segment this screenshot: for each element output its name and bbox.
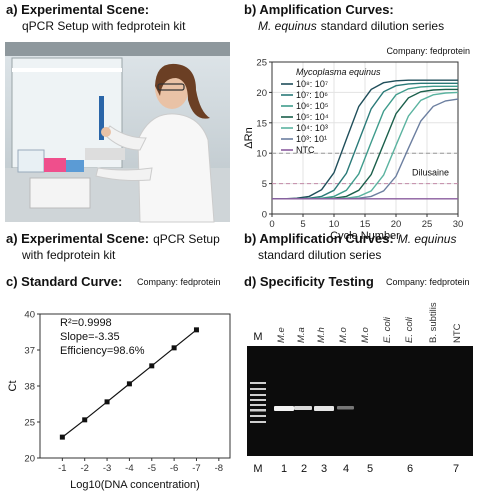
panel-subtitle: M. equinus standard dilution series — [258, 19, 444, 33]
caption: b) Amplification Curves: M. equinus — [244, 231, 456, 246]
x-tick-label: -7 — [192, 463, 200, 474]
lane-label: NTC — [452, 323, 463, 343]
subtitle-text: standard dilution series — [321, 19, 444, 33]
amplification-curve — [272, 79, 458, 200]
lane-label: M.h — [316, 327, 327, 343]
legend-title: Mycoplasma equinus — [296, 67, 381, 77]
annotation: R²=0.9998 — [60, 317, 112, 329]
lane-label: M — [253, 331, 262, 343]
lane-label: M.o — [338, 327, 349, 343]
caption-title: a) Experimental Scene: — [6, 231, 149, 246]
lane-number: 3 — [321, 463, 327, 475]
x-tick-label: 5 — [300, 219, 305, 230]
y-tick-label: 20 — [24, 454, 35, 465]
y-tick-label: 40 — [24, 310, 35, 321]
y-tick-label: 0 — [262, 210, 267, 221]
plot-frame — [271, 61, 459, 215]
y-tick-label: 10 — [256, 149, 267, 160]
data-point — [104, 399, 110, 405]
y-axis-label: ΔRn — [243, 127, 255, 148]
lab-photo — [5, 42, 230, 223]
lane-number: 6 — [407, 463, 413, 475]
company: Company: fedprotein — [386, 46, 470, 56]
y-tick-label: 5 — [262, 179, 267, 190]
caption-text: standard dilution series — [258, 248, 381, 262]
gel-band — [314, 406, 334, 411]
gel-band — [274, 406, 294, 411]
y-tick-label: 15 — [256, 118, 267, 129]
company: Company: fedprotein — [386, 277, 470, 287]
ladder — [250, 382, 266, 423]
subtitle-species: M. equinus — [258, 19, 317, 33]
x-tick-label: 20 — [391, 219, 402, 230]
lane-number: 1 — [281, 463, 287, 475]
data-point — [82, 417, 88, 423]
data-point — [59, 434, 65, 440]
panel-title: c) Standard Curve: — [6, 274, 122, 289]
lane-label: M.e — [276, 327, 287, 343]
panel-title: d) Specificity Testing — [244, 274, 374, 289]
x-tick-label: 30 — [453, 219, 464, 230]
legend-label: NTC — [296, 145, 315, 155]
lane-label: E. coli — [382, 316, 393, 343]
y-axis-label: Ct — [7, 381, 19, 392]
lane-label: M.a — [296, 327, 307, 343]
data-point — [126, 381, 132, 387]
legend-label: 10³: 10¹ — [296, 134, 327, 144]
x-tick-label: 25 — [422, 219, 433, 230]
lane-number: 7 — [453, 463, 459, 475]
annotation: Efficiency=98.6% — [60, 345, 145, 357]
annotation: Dilusaine — [412, 168, 449, 178]
x-tick-label: -5 — [148, 463, 156, 474]
gel-band — [294, 406, 312, 410]
panel-title: a) Experimental Scene: — [6, 2, 149, 17]
plot-frame — [39, 313, 231, 459]
x-tick-label: 15 — [360, 219, 371, 230]
data-point — [171, 345, 177, 351]
annotation: Slope=-3.35 — [60, 331, 120, 343]
x-tick-label: -3 — [103, 463, 111, 474]
company: Company: fedprotein — [137, 277, 221, 287]
x-tick-label: -2 — [80, 463, 88, 474]
y-tick-label: 37 — [24, 346, 35, 357]
legend-label: 10⁶: 10⁵ — [296, 101, 329, 111]
legend-label: 10⁸: 10⁷ — [296, 79, 328, 89]
legend-label: 10⁵: 10⁴ — [296, 112, 329, 122]
legend-label: 10⁴: 10³ — [296, 123, 328, 133]
gel — [247, 346, 473, 456]
x-tick-label: -8 — [215, 463, 223, 474]
caption: a) Experimental Scene: qPCR Setup — [6, 231, 220, 246]
x-tick-label: -1 — [58, 463, 66, 474]
y-tick-label: 20 — [256, 88, 267, 99]
caption-text: qPCR Setup — [153, 232, 220, 246]
gel-band — [337, 406, 354, 410]
lane-label: M.o — [360, 327, 371, 343]
lane-label: B. subtilis — [428, 302, 439, 343]
lane-label: E. coli — [404, 316, 415, 343]
panel-title: b) Amplification Curves: — [244, 2, 394, 17]
x-tick-label: -4 — [125, 463, 133, 474]
lane-number: 2 — [301, 463, 307, 475]
lane-number: M — [253, 463, 262, 475]
lane-number: 4 — [343, 463, 349, 475]
y-tick-label: 25 — [256, 58, 267, 69]
y-tick-label: 38 — [24, 382, 35, 393]
y-tick-label: 25 — [24, 418, 35, 429]
lane-number: 5 — [367, 463, 373, 475]
data-point — [149, 363, 155, 369]
x-tick-label: -6 — [170, 463, 178, 474]
caption-species: M. equinus — [398, 232, 457, 246]
x-tick-label: 10 — [329, 219, 340, 230]
x-axis-label: Cycle Number — [330, 230, 400, 242]
data-point — [193, 327, 199, 333]
x-tick-label: 0 — [269, 219, 274, 230]
panel-subtitle: qPCR Setup with fedprotein kit — [22, 19, 186, 33]
caption-title: b) Amplification Curves: — [244, 231, 394, 246]
caption-text: with fedprotein kit — [21, 248, 116, 262]
x-axis-label: Log10(DNA concentration) — [70, 479, 200, 491]
legend-label: 10⁷: 10⁶ — [296, 90, 328, 100]
